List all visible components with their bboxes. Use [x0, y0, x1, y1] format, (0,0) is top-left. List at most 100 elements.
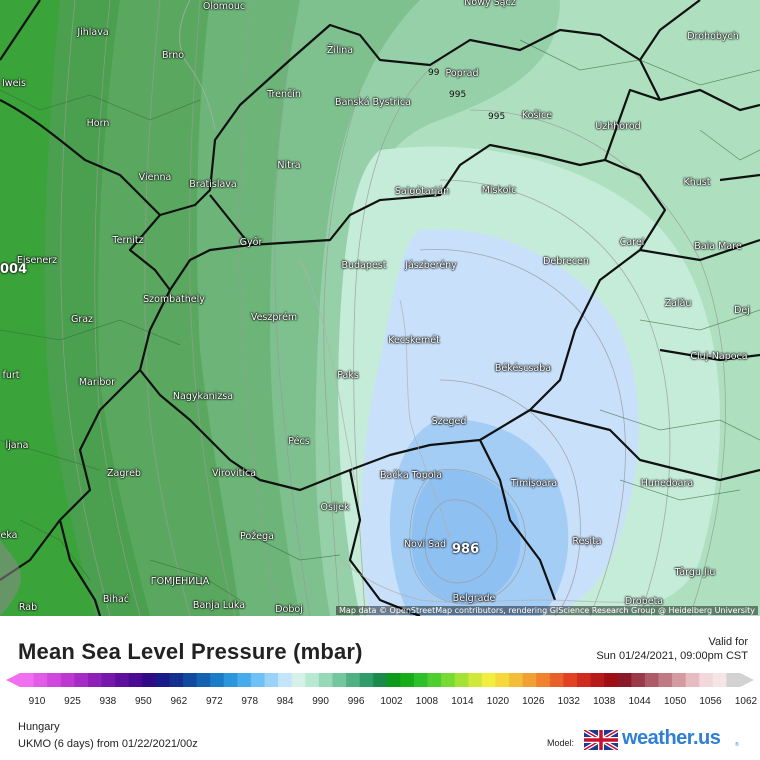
colorbar-swatch — [495, 673, 510, 687]
colorbar-tick-label: 1050 — [663, 696, 687, 707]
colorbar-swatch — [454, 673, 469, 687]
city-label: Nitra — [277, 160, 301, 171]
colorbar-swatch — [536, 673, 551, 687]
colorbar-swatch — [604, 673, 619, 687]
pressure-map[interactable]: 99 995 995 004 986 Olomouc Nowy Sącz Dro… — [0, 0, 760, 616]
city-label: Trenčín — [267, 89, 301, 100]
colorbar-tick-label: 1032 — [557, 696, 580, 707]
city-label: ljana — [5, 440, 29, 451]
city-label: Uzhhorod — [595, 121, 641, 132]
city-label: Cluj-Napoca — [690, 351, 748, 362]
colorbar-swatch — [223, 673, 238, 687]
colorbar-swatch — [305, 673, 320, 687]
colorbar-swatch — [74, 673, 89, 687]
brand-logo[interactable]: weather.us — [622, 727, 721, 749]
colorbar-swatch — [481, 673, 497, 687]
city-label: Vienna — [138, 172, 172, 183]
colorbar-swatch — [712, 673, 728, 687]
city-label: Banská Bystrica — [335, 97, 411, 108]
city-label: Szombathely — [143, 294, 205, 305]
city-label: Olomouc — [202, 1, 246, 12]
city-label: Osijek — [320, 502, 350, 513]
city-label: Ternitz — [112, 235, 144, 246]
colorbar-tick-label: 996 — [347, 696, 365, 707]
colorbar-tick-label: 1002 — [380, 696, 403, 707]
city-label: Paks — [337, 370, 359, 381]
uk-flag-icon — [584, 730, 618, 750]
city-label: Košice — [521, 110, 553, 121]
colorbar-tick-label: 1056 — [699, 696, 722, 707]
colorbar-tick-label: 938 — [99, 696, 117, 707]
city-label: Zalău — [664, 298, 692, 309]
city-label: Horn — [86, 118, 110, 129]
colorbar-swatch — [672, 673, 687, 687]
isobar-label: 004 — [0, 262, 28, 277]
map-fill-layer — [0, 0, 760, 616]
colorbar-tick-label: 972 — [205, 696, 223, 707]
colorbar-swatch — [20, 673, 35, 687]
colorbar-swatch — [250, 673, 266, 687]
city-label: eka — [0, 530, 18, 541]
city-label: Budapest — [341, 260, 387, 271]
colorbar-swatch — [563, 673, 578, 687]
city-label: furt — [2, 370, 20, 381]
colorbar-swatch — [142, 673, 157, 687]
page-title: Mean Sea Level Pressure (mbar) — [18, 639, 363, 664]
colorbar-swatch — [658, 673, 673, 687]
colorbar-tick-label: 978 — [241, 696, 259, 707]
city-label: Novi Sad — [403, 539, 447, 550]
isobar-label: 99 — [428, 68, 440, 78]
city-label: Nowy Sącz — [464, 0, 516, 8]
colorbar-swatch — [359, 673, 374, 687]
colorbar-swatch — [685, 673, 700, 687]
city-label: Târgu Jiu — [674, 567, 716, 578]
colorbar-swatch — [549, 673, 564, 687]
city-label: Zagreb — [107, 468, 141, 479]
city-label: ГОМЈЕНИЦА — [150, 576, 210, 587]
city-label: Baia Mare — [694, 241, 742, 252]
colorbar-swatch — [47, 673, 62, 687]
city-label: Salgótarján — [394, 186, 450, 197]
colorbar-swatch — [373, 673, 388, 687]
colorbar-swatch — [726, 673, 741, 687]
colorbar-swatch — [427, 673, 442, 687]
colorbar-swatch — [644, 673, 660, 687]
colorbar-swatch — [264, 673, 279, 687]
region-label: Hungary — [18, 721, 60, 733]
colorbar-swatch — [155, 673, 171, 687]
colorbar-swatch — [87, 673, 103, 687]
city-label: Győr — [239, 237, 263, 248]
colorbar-swatch — [413, 673, 429, 687]
colorbar-swatch — [196, 673, 211, 687]
colorbar-swatch — [386, 673, 401, 687]
colorbar-swatch — [468, 673, 483, 687]
colorbar-ticks: 910 925 938 950 962 972 978 984 990 996 1002 1008 10… — [0, 696, 760, 710]
valid-label: Valid for — [708, 636, 748, 648]
colorbar-swatch — [318, 673, 334, 687]
city-label: Maribor — [78, 377, 116, 388]
city-label: Pécs — [288, 436, 310, 447]
city-label: Rab — [18, 602, 38, 613]
colorbar-tick-label: 1062 — [734, 696, 758, 707]
isobar-label: 995 — [488, 112, 506, 122]
city-label: Požega — [240, 531, 274, 542]
colorbar-swatch — [115, 673, 130, 687]
city-label: Drobeta — [624, 596, 664, 607]
brand-trademark: ® — [735, 742, 739, 748]
colorbar-swatch — [332, 673, 347, 687]
city-label: Belgrade — [452, 593, 496, 604]
city-label: Iweis — [1, 78, 27, 89]
city-label: Bihać — [102, 594, 130, 605]
model-run-label: UKMO (6 days) from 01/22/2021/00z — [18, 738, 198, 750]
colorbar-tick-label: 1020 — [486, 696, 510, 707]
city-label: Szeged — [431, 416, 467, 427]
colorbar-swatch — [346, 673, 361, 687]
colorbar-max-arrow — [740, 673, 754, 687]
colorbar-tick-label: 925 — [64, 696, 81, 707]
colorbar-swatch — [699, 673, 714, 687]
colorbar-swatch — [291, 673, 306, 687]
city-label: Kecskemét — [388, 335, 440, 346]
isobar-label: 995 — [449, 90, 467, 100]
city-label: Hunedoara — [640, 478, 694, 489]
colorbar-swatch — [33, 673, 48, 687]
